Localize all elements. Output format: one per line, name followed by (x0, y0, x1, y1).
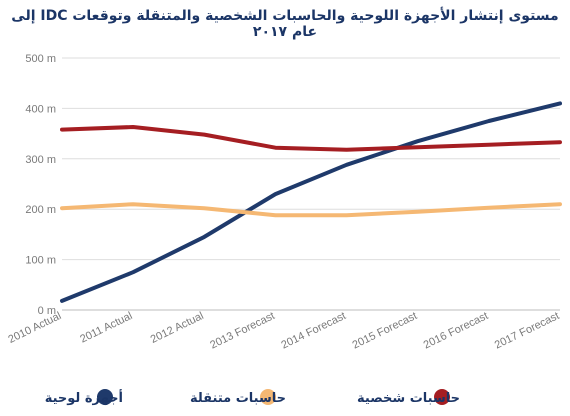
x-tick-label: 2011 Actual (78, 310, 134, 346)
y-tick-label: 500 m (25, 53, 56, 65)
legend-label: حاسبات متنقلة (190, 391, 286, 406)
legend: أجهزة لوحية حاسبات متنقلة حاسبات شخصية (45, 389, 460, 406)
y-tick-label: 0 m (38, 305, 56, 317)
series-line (60, 125, 562, 152)
x-axis-ticks: 2010 Actual 2011 Actual 2012 Actual 2013 Fo… (6, 310, 561, 352)
x-tick-label: 2015 Forecast (351, 310, 419, 352)
legend-marker (260, 389, 276, 405)
x-tick-label: 2017 Forecast (493, 310, 561, 352)
x-tick-label: 2016 Forecast (422, 310, 490, 352)
series-line (60, 101, 562, 303)
legend-marker (97, 389, 113, 405)
legend-label: أجهزة لوحية (45, 389, 123, 406)
legend-label: حاسبات شخصية (357, 391, 460, 406)
x-tick-label: 2010 Actual (6, 310, 63, 346)
y-tick-label: 300 m (25, 154, 56, 166)
y-axis-ticks: 0 m 100 m 200 m 300 m 400 m 500 m (25, 53, 56, 317)
legend-marker (434, 389, 450, 405)
y-tick-label: 200 m (25, 204, 56, 216)
y-tick-label: 400 m (25, 103, 56, 115)
series-line (60, 202, 562, 218)
x-tick-label: 2014 Forecast (279, 310, 347, 352)
series-lines (60, 101, 562, 303)
x-tick-label: 2012 Actual (149, 310, 206, 346)
chart-title: مستوى إنتشار الأجهزة اللوحية والحاسبات ا… (11, 8, 559, 40)
y-tick-label: 100 m (25, 255, 56, 267)
x-tick-label: 2013 Forecast (208, 310, 276, 352)
